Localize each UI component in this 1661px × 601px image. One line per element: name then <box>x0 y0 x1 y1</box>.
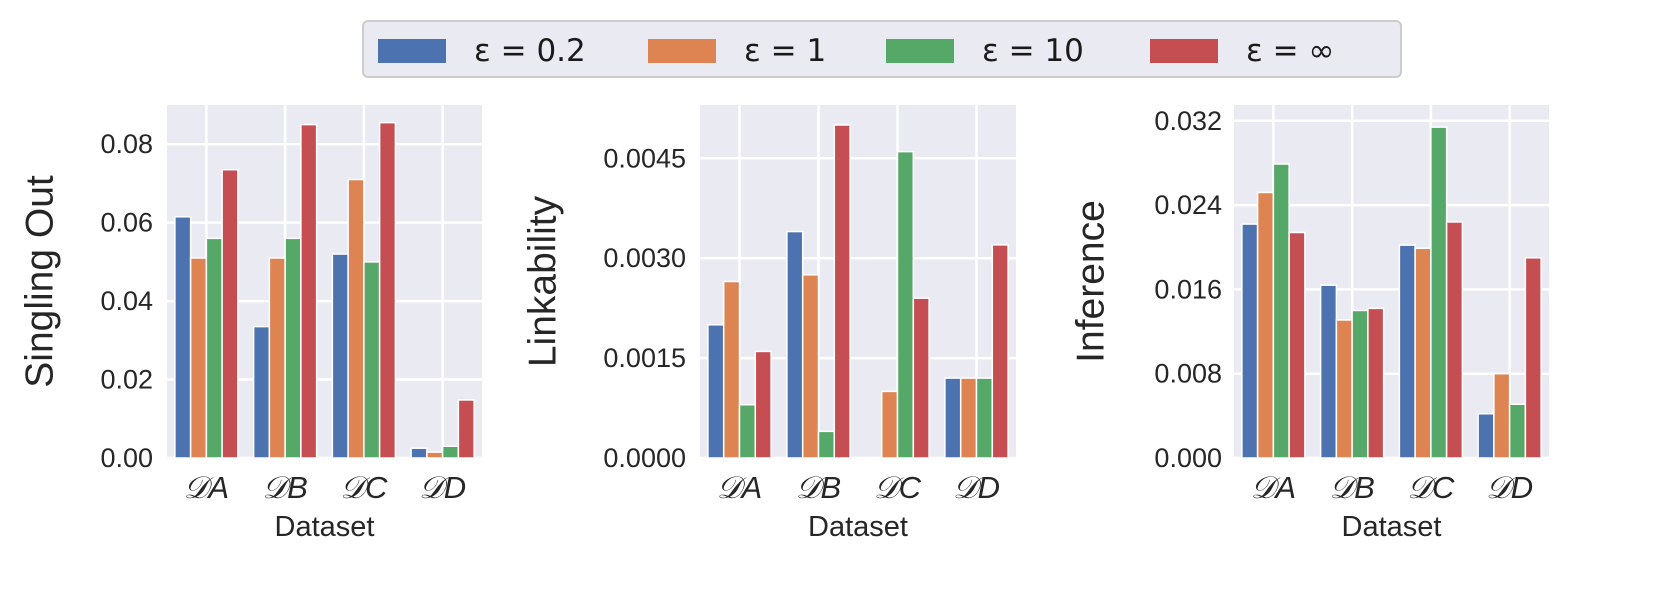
bar <box>205 237 223 459</box>
bar <box>991 244 1009 459</box>
bar <box>707 324 725 459</box>
bar <box>457 399 475 459</box>
y-tick-label: 0.0030 <box>603 243 686 273</box>
x-tick-label: 𝒟C <box>340 470 388 505</box>
y-axis-label: Singling Out <box>18 175 61 388</box>
x-tick-label: 𝒟C <box>1407 470 1455 505</box>
x-tick-label: 𝒟B <box>1329 470 1374 505</box>
legend: ε = 0.2 ε = 1 ε = 10 ε = ∞ <box>362 20 1402 78</box>
legend-label: ε = 10 <box>982 33 1084 69</box>
bar <box>880 390 899 459</box>
x-tick-label: 𝒟B <box>796 470 841 505</box>
bar <box>959 377 978 459</box>
legend-swatch <box>648 39 716 63</box>
y-tick-label: 0.06 <box>100 208 153 238</box>
x-tick-label: 𝒟D <box>419 470 466 505</box>
subplot-linkability: 0.0000 0.0015 0.0030 0.0045 𝒟A 𝒟B 𝒟C 𝒟D Dataset L… <box>521 105 1016 543</box>
y-tick-label: 0.032 <box>1154 106 1222 136</box>
y-tick-label: 0.0045 <box>603 143 686 173</box>
bar <box>441 445 460 459</box>
legend-label: ε = 0.2 <box>474 33 586 69</box>
bar <box>252 325 271 459</box>
bar <box>1430 126 1448 459</box>
bar <box>426 451 444 459</box>
y-tick-label: 0.0015 <box>603 343 686 373</box>
legend-item-eps-inf: ε = ∞ <box>1150 22 1334 80</box>
x-axis-label: Dataset <box>1342 511 1442 543</box>
legend-label: ε = 1 <box>744 33 827 69</box>
bar <box>1367 307 1385 459</box>
y-tick-label: 0.008 <box>1154 359 1222 389</box>
x-tick-label: 𝒟D <box>953 470 1000 505</box>
bar <box>1493 372 1511 459</box>
bar <box>912 297 930 459</box>
bar <box>410 447 428 459</box>
bar <box>363 261 381 459</box>
x-tick-label: 𝒟C <box>874 470 922 505</box>
y-axis-label: Linkability <box>521 195 564 367</box>
x-tick-label: 𝒟D <box>1486 470 1533 505</box>
subplot-singling-out: 0.00 0.02 0.04 0.06 0.08 𝒟A 𝒟B 𝒟C 𝒟D Dataset Singl… <box>18 105 482 543</box>
bar <box>786 230 804 459</box>
bar <box>1272 163 1290 459</box>
legend-item-eps-10: ε = 10 <box>886 22 1084 80</box>
x-tick-label: 𝒟B <box>262 470 307 505</box>
bar <box>754 350 772 459</box>
bar <box>300 123 318 459</box>
bar <box>944 377 962 459</box>
subplot-inference: 0.000 0.008 0.016 0.024 0.032 𝒟A 𝒟B 𝒟C 𝒟D Dataset… <box>1069 105 1549 543</box>
x-tick-label: 𝒟A <box>1251 470 1296 505</box>
bar <box>189 257 208 459</box>
bar <box>1256 191 1275 459</box>
y-tick-label: 0.04 <box>100 286 153 316</box>
y-tick-label: 0.016 <box>1154 274 1222 304</box>
legend-label: ε = ∞ <box>1246 33 1335 69</box>
bar <box>1524 257 1542 459</box>
bar <box>378 121 397 459</box>
x-axis-label: Dataset <box>275 511 375 543</box>
x-axis-label: Dataset <box>808 511 908 543</box>
legend-item-eps-1: ε = 1 <box>648 22 826 80</box>
bar <box>738 403 757 459</box>
bar <box>1319 284 1338 459</box>
bar <box>833 124 851 459</box>
bar <box>896 150 915 459</box>
legend-item-eps-0-2: ε = 0.2 <box>378 22 586 80</box>
y-tick-label: 0.02 <box>100 365 153 395</box>
y-tick-label: 0.024 <box>1154 190 1222 220</box>
bar <box>1445 221 1464 459</box>
bar <box>722 280 741 459</box>
legend-swatch <box>1150 39 1218 63</box>
bar <box>1414 247 1432 459</box>
y-tick-label: 0.00 <box>100 443 153 473</box>
bar <box>174 216 192 459</box>
bar <box>1241 223 1259 459</box>
bar <box>975 377 994 459</box>
bar <box>1335 319 1353 459</box>
bar <box>347 178 365 459</box>
bar <box>1288 231 1306 459</box>
x-tick-label: 𝒟A <box>184 470 229 505</box>
y-tick-label: 0.000 <box>1154 443 1222 473</box>
bar <box>801 274 820 459</box>
bar <box>268 257 286 459</box>
bar <box>817 430 836 459</box>
bar <box>1477 412 1495 459</box>
bar <box>1351 309 1369 459</box>
y-tick-label: 0.08 <box>100 129 153 159</box>
y-axis-label: Inference <box>1069 200 1112 363</box>
bar <box>1398 244 1416 459</box>
x-tick-label: 𝒟A <box>717 470 762 505</box>
bar <box>331 253 349 459</box>
legend-swatch <box>378 39 446 63</box>
bar <box>284 237 302 459</box>
bar <box>221 168 239 459</box>
y-tick-label: 0.0000 <box>603 443 686 473</box>
legend-swatch <box>886 39 954 63</box>
bar <box>1508 403 1527 459</box>
